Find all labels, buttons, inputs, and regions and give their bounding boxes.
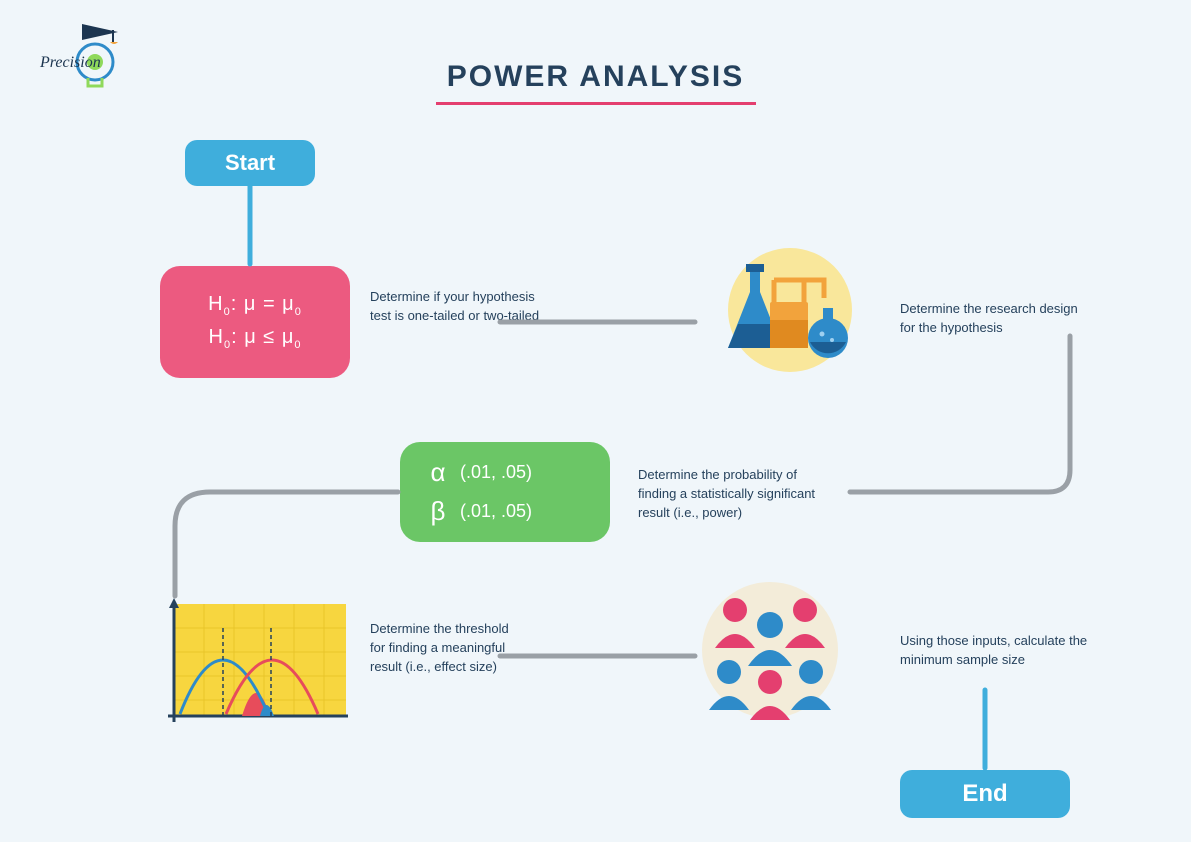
connectors	[0, 0, 1191, 842]
